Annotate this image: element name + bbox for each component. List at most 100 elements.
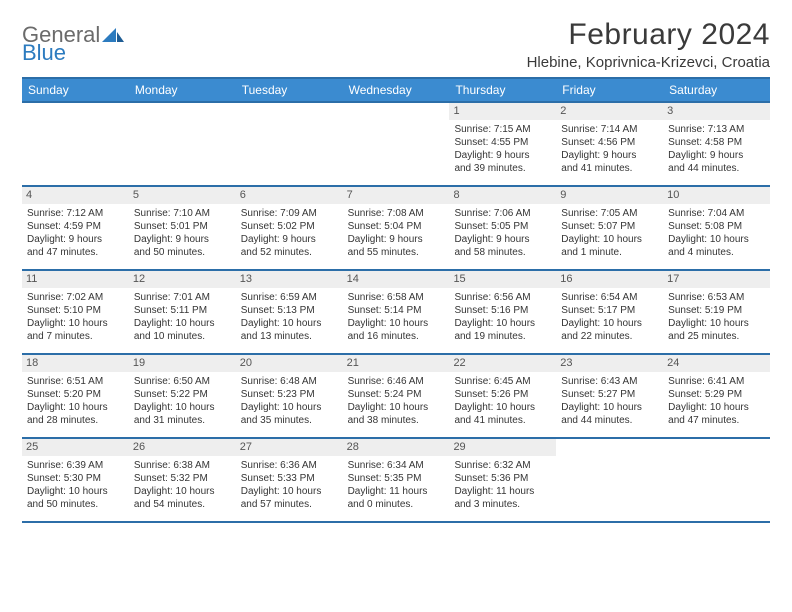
day-cell: 27Sunrise: 6:36 AMSunset: 5:33 PMDayligh… (236, 439, 343, 521)
day-info-line: Daylight: 9 hours (134, 233, 231, 246)
day-info-line: Daylight: 10 hours (561, 233, 658, 246)
day-cell: 24Sunrise: 6:41 AMSunset: 5:29 PMDayligh… (663, 355, 770, 437)
weekday-header: Sunday (22, 79, 129, 101)
day-info-line: Daylight: 9 hours (561, 149, 658, 162)
day-cell: 22Sunrise: 6:45 AMSunset: 5:26 PMDayligh… (449, 355, 556, 437)
day-info-line: Daylight: 9 hours (668, 149, 765, 162)
day-info-line: and 41 minutes. (561, 162, 658, 175)
day-info: Sunrise: 7:02 AMSunset: 5:10 PMDaylight:… (27, 291, 124, 343)
day-info: Sunrise: 6:43 AMSunset: 5:27 PMDaylight:… (561, 375, 658, 427)
day-info-line: and 22 minutes. (561, 330, 658, 343)
day-info-line: Sunrise: 6:58 AM (348, 291, 445, 304)
day-info-line: and 3 minutes. (454, 498, 551, 511)
day-info-line: and 50 minutes. (134, 246, 231, 259)
weekday-header: Wednesday (343, 79, 450, 101)
day-info-line: and 13 minutes. (241, 330, 338, 343)
day-info-line: Sunrise: 7:10 AM (134, 207, 231, 220)
day-info: Sunrise: 7:06 AMSunset: 5:05 PMDaylight:… (454, 207, 551, 259)
day-number: 14 (343, 271, 450, 288)
day-info-line: and 50 minutes. (27, 498, 124, 511)
day-cell: 10Sunrise: 7:04 AMSunset: 5:08 PMDayligh… (663, 187, 770, 269)
day-info: Sunrise: 6:50 AMSunset: 5:22 PMDaylight:… (134, 375, 231, 427)
day-info-line: Sunrise: 7:06 AM (454, 207, 551, 220)
header: General Blue February 2024 Hlebine, Kopr… (22, 18, 770, 71)
weekday-header: Monday (129, 79, 236, 101)
day-info-line: Sunset: 4:58 PM (668, 136, 765, 149)
location-label: Hlebine, Koprivnica-Krizevci, Croatia (527, 54, 770, 71)
day-cell (22, 103, 129, 185)
day-info: Sunrise: 7:08 AMSunset: 5:04 PMDaylight:… (348, 207, 445, 259)
day-info-line: and 39 minutes. (454, 162, 551, 175)
day-info-line: Sunrise: 7:09 AM (241, 207, 338, 220)
day-info-line: Daylight: 10 hours (134, 317, 231, 330)
day-cell (236, 103, 343, 185)
day-info-line: Daylight: 9 hours (27, 233, 124, 246)
day-info-line: Sunset: 5:05 PM (454, 220, 551, 233)
day-cell: 29Sunrise: 6:32 AMSunset: 5:36 PMDayligh… (449, 439, 556, 521)
day-info-line: and 25 minutes. (668, 330, 765, 343)
day-cell: 4Sunrise: 7:12 AMSunset: 4:59 PMDaylight… (22, 187, 129, 269)
day-info-line: Sunrise: 6:34 AM (348, 459, 445, 472)
day-info-line: and 0 minutes. (348, 498, 445, 511)
day-info-line: and 7 minutes. (27, 330, 124, 343)
calendar: Sunday Monday Tuesday Wednesday Thursday… (22, 77, 770, 523)
day-number: 20 (236, 355, 343, 372)
day-cell (663, 439, 770, 521)
day-info-line: Sunset: 5:35 PM (348, 472, 445, 485)
day-info: Sunrise: 7:01 AMSunset: 5:11 PMDaylight:… (134, 291, 231, 343)
day-info-line: Daylight: 10 hours (134, 401, 231, 414)
day-info-line: Sunrise: 7:14 AM (561, 123, 658, 136)
day-cell: 18Sunrise: 6:51 AMSunset: 5:20 PMDayligh… (22, 355, 129, 437)
day-cell: 20Sunrise: 6:48 AMSunset: 5:23 PMDayligh… (236, 355, 343, 437)
day-info-line: and 4 minutes. (668, 246, 765, 259)
day-cell: 3Sunrise: 7:13 AMSunset: 4:58 PMDaylight… (663, 103, 770, 185)
day-cell: 25Sunrise: 6:39 AMSunset: 5:30 PMDayligh… (22, 439, 129, 521)
day-info-line: Sunset: 5:26 PM (454, 388, 551, 401)
day-number: 12 (129, 271, 236, 288)
page-root: General Blue February 2024 Hlebine, Kopr… (0, 0, 792, 533)
day-number: 25 (22, 439, 129, 456)
day-info-line: Sunset: 5:16 PM (454, 304, 551, 317)
day-info: Sunrise: 6:53 AMSunset: 5:19 PMDaylight:… (668, 291, 765, 343)
day-number: 2 (556, 103, 663, 120)
day-info: Sunrise: 7:15 AMSunset: 4:55 PMDaylight:… (454, 123, 551, 175)
day-info-line: and 55 minutes. (348, 246, 445, 259)
day-info-line: Sunrise: 6:51 AM (27, 375, 124, 388)
day-number: 6 (236, 187, 343, 204)
day-info-line: and 38 minutes. (348, 414, 445, 427)
day-number: 9 (556, 187, 663, 204)
day-info-line: Daylight: 9 hours (454, 233, 551, 246)
day-info-line: Sunset: 5:01 PM (134, 220, 231, 233)
day-info-line: Sunrise: 6:48 AM (241, 375, 338, 388)
day-info-line: Sunrise: 6:54 AM (561, 291, 658, 304)
day-cell (343, 103, 450, 185)
day-info-line: Sunrise: 6:41 AM (668, 375, 765, 388)
day-number: 11 (22, 271, 129, 288)
week-row: 25Sunrise: 6:39 AMSunset: 5:30 PMDayligh… (22, 437, 770, 521)
day-cell: 15Sunrise: 6:56 AMSunset: 5:16 PMDayligh… (449, 271, 556, 353)
day-info-line: Sunset: 5:14 PM (348, 304, 445, 317)
day-info-line: Sunset: 5:24 PM (348, 388, 445, 401)
day-info-line: Daylight: 10 hours (561, 317, 658, 330)
day-info-line: Sunrise: 6:45 AM (454, 375, 551, 388)
day-cell: 17Sunrise: 6:53 AMSunset: 5:19 PMDayligh… (663, 271, 770, 353)
day-info-line: Sunrise: 6:50 AM (134, 375, 231, 388)
day-info-line: Sunrise: 7:01 AM (134, 291, 231, 304)
day-info: Sunrise: 7:09 AMSunset: 5:02 PMDaylight:… (241, 207, 338, 259)
day-number: 10 (663, 187, 770, 204)
day-info-line: Sunset: 5:27 PM (561, 388, 658, 401)
day-info: Sunrise: 6:38 AMSunset: 5:32 PMDaylight:… (134, 459, 231, 511)
day-number: 8 (449, 187, 556, 204)
day-info: Sunrise: 6:32 AMSunset: 5:36 PMDaylight:… (454, 459, 551, 511)
day-info-line: Sunset: 5:19 PM (668, 304, 765, 317)
day-info-line: Daylight: 11 hours (454, 485, 551, 498)
week-row: 4Sunrise: 7:12 AMSunset: 4:59 PMDaylight… (22, 185, 770, 269)
day-info-line: Sunrise: 6:46 AM (348, 375, 445, 388)
weekday-header-row: Sunday Monday Tuesday Wednesday Thursday… (22, 79, 770, 101)
day-info-line: Daylight: 10 hours (668, 233, 765, 246)
logo-word-blue: Blue (22, 40, 66, 65)
day-cell: 1Sunrise: 7:15 AMSunset: 4:55 PMDaylight… (449, 103, 556, 185)
weekday-header: Saturday (663, 79, 770, 101)
day-cell: 16Sunrise: 6:54 AMSunset: 5:17 PMDayligh… (556, 271, 663, 353)
day-cell: 2Sunrise: 7:14 AMSunset: 4:56 PMDaylight… (556, 103, 663, 185)
